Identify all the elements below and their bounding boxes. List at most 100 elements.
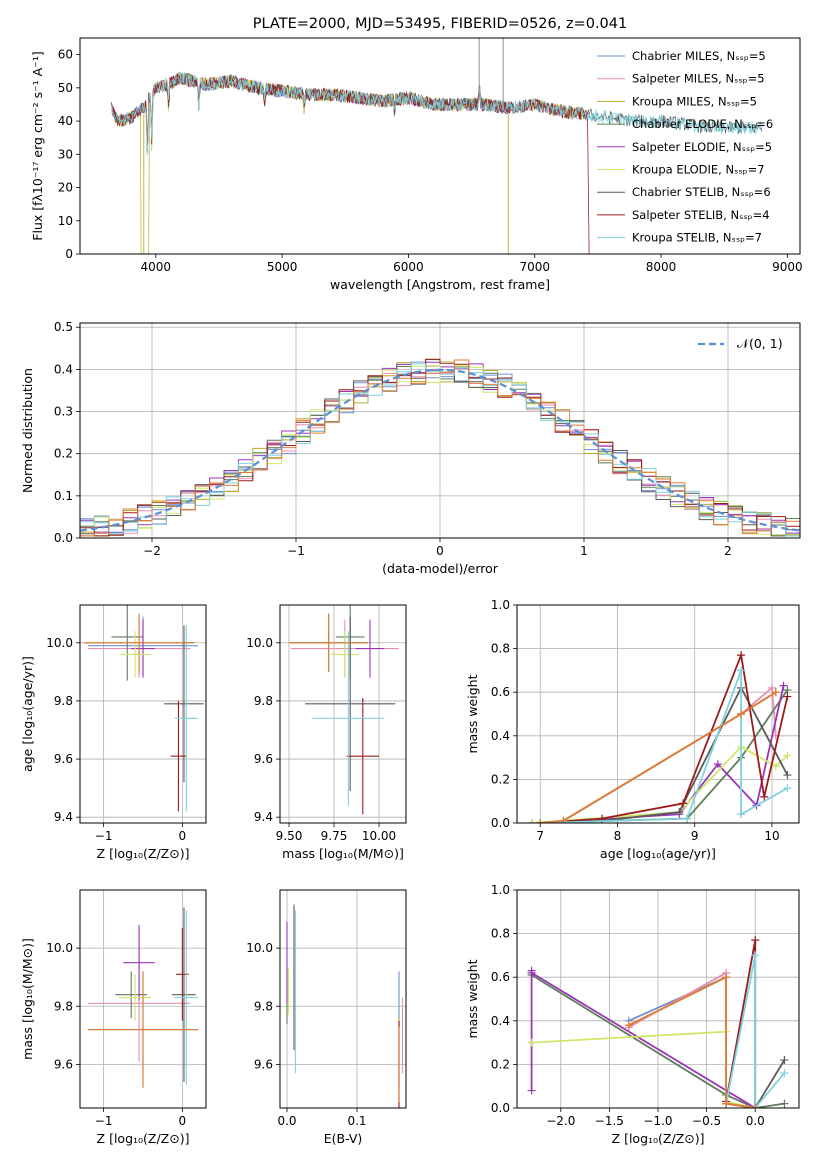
plot-area: [111, 38, 763, 254]
x-tick-label: 7000: [519, 260, 550, 274]
marker-kroupa_stelib: [751, 951, 760, 960]
errorbar-chabrier_elodie: [111, 605, 143, 681]
marker-salpeter_stelib: [751, 936, 760, 945]
axes-frame: [516, 889, 800, 1109]
y-tick-label: 0: [65, 247, 73, 261]
x-tick-label: 5000: [267, 260, 298, 274]
axes-frame: [516, 604, 800, 824]
marker-kroupa_elodie: [771, 762, 780, 771]
plot-area: [87, 907, 199, 1088]
y-tick-label: 9.6: [54, 1057, 73, 1071]
plot-area: [289, 605, 399, 815]
legend-label-chabrier_miles: Chabrier MILES, Nₛₛₚ=5: [632, 49, 766, 63]
series-line-chabrier_elodie: [531, 974, 785, 1108]
x-tick-label: −1: [95, 829, 113, 843]
x-tick-label: 8000: [646, 260, 677, 274]
marker-kroupa_elodie: [528, 819, 537, 823]
y-tick-label: 0.8: [491, 642, 510, 656]
panel-spectrum: 4000 5000 6000 7000 8000 9000 0 10 20 30 40 50 60 wav…: [30, 16, 803, 292]
plot-area: [528, 651, 792, 823]
marker-salpeter_miles: [767, 683, 776, 692]
series-line-extra_orange: [628, 975, 756, 1108]
x-tick-label: −1.0: [643, 1114, 672, 1128]
marker-kroupa_elodie: [527, 1038, 536, 1047]
y-tick-label: 10.0: [46, 636, 73, 650]
y-tick-label: 9.4: [54, 810, 73, 824]
y-tick-label: 0.3: [54, 405, 73, 419]
series-line-salpeter_elodie: [530, 970, 756, 1108]
y-tick-label: 1.0: [491, 883, 510, 897]
errorbar-chabrier_stelib: [305, 616, 396, 792]
y-tick-label: 0.0: [54, 531, 73, 545]
legend-label-kroupa_miles: Kroupa MILES, Nₛₛₚ=5: [632, 94, 757, 108]
y-axis-label: mass weight: [465, 674, 480, 753]
x-axis-label: Z [log₁₀(Z/Z⊙)]: [97, 846, 190, 861]
x-tick-label: 0.0: [746, 1114, 765, 1128]
y-axis-label: Normed distribution: [20, 368, 35, 493]
axes-frame: [79, 37, 801, 255]
y-tick-label: 0.5: [54, 320, 73, 334]
x-tick-label: −2.0: [546, 1114, 575, 1128]
marker-salpeter_elodie: [527, 1086, 536, 1095]
x-tick-label: −0.5: [692, 1114, 721, 1128]
marker-salpeter_stelib: [783, 692, 792, 701]
marker-kroupa_stelib: [783, 784, 792, 793]
y-axis-label: Flux [fλ10⁻¹⁷ erg cm⁻² s⁻¹ A⁻¹]: [30, 51, 45, 240]
marker-extra_orange: [737, 710, 746, 718]
x-axis-label: (data-model)/error: [382, 561, 499, 576]
axes-frame: [79, 604, 207, 824]
panel-mass_vs_Z: −1 0 9.6 9.8 10.0 Z [log₁₀(Z/Z⊙)] mass [log₁₀(…: [20, 889, 207, 1146]
x-tick-label: 9.75: [321, 829, 348, 843]
series-line-kroupa_stelib: [111, 71, 763, 156]
series-line-salpeter_elodie: [532, 685, 785, 823]
marker-chabrier_elodie: [780, 1099, 789, 1108]
errorbar-extra_orange: [87, 971, 199, 1088]
series-line-salpeter_stelib: [540, 651, 789, 823]
y-tick-label: 0.4: [491, 729, 510, 743]
panel-mass_vs_ebv: 0.0 0.1 9.6 9.8 10.0 E(B-V): [246, 889, 407, 1146]
errorbar-kroupa_elodie: [330, 631, 360, 678]
histogram-extra_orange: [80, 359, 800, 537]
legend-label-chabrier_elodie: Chabrier ELODIE, Nₛₛₚ=6: [632, 117, 773, 131]
marker-kroupa_stelib: [780, 1069, 789, 1078]
y-tick-label: 60: [58, 48, 73, 62]
y-tick-label: 9.8: [54, 999, 73, 1013]
marker-salpeter_elodie: [779, 681, 788, 690]
errorbar-chabrier_stelib: [172, 907, 196, 1082]
y-tick-label: 0.6: [491, 685, 510, 699]
x-tick-label: 9.50: [276, 829, 303, 843]
errorbar-salpeter_elodie: [355, 619, 385, 678]
y-tick-label: 0.2: [491, 1057, 510, 1071]
histogram-salpeter_stelib: [80, 358, 800, 537]
errorbar-chabrier_elodie: [115, 971, 147, 1018]
marker-chabrier_stelib: [675, 808, 684, 817]
y-tick-label: 9.6: [254, 752, 273, 766]
marker-kroupa_elodie: [783, 751, 792, 760]
x-tick-label: 7: [536, 829, 544, 843]
y-tick-label: 0.4: [54, 362, 73, 376]
series-line-kroupa_stelib: [725, 955, 786, 1108]
y-tick-label: 10.0: [46, 941, 73, 955]
marker-salpeter_stelib: [760, 792, 769, 801]
marker-extra_orange: [722, 973, 731, 982]
x-tick-label: 0.0: [277, 1114, 296, 1128]
y-tick-label: 0.4: [491, 1014, 510, 1028]
marker-extra_orange: [536, 819, 545, 823]
marker-kroupa_stelib: [737, 666, 746, 675]
series-line-extra_orange: [540, 691, 777, 823]
axes-frame: [79, 889, 207, 1109]
x-tick-label: −1.5: [595, 1114, 624, 1128]
y-tick-label: 10: [58, 214, 73, 228]
chart-title: PLATE=2000, MJD=53495, FIBERID=0526, z=0…: [253, 16, 627, 32]
y-tick-label: 0.2: [54, 447, 73, 461]
y-tick-label: 9.6: [54, 752, 73, 766]
x-tick-label: 2: [724, 544, 732, 558]
x-tick-label: 1: [580, 544, 588, 558]
marker-salpeter_elodie: [713, 760, 722, 769]
panel-weight_vs_age: 7 8 9 10 0.0 0.2 0.4 0.6 0.8 1.0 age [log₁₀(age/yr…: [465, 598, 800, 861]
x-tick-label: 8: [614, 829, 622, 843]
legend-label-kroupa_elodie: Kroupa ELODIE, Nₛₛₚ=7: [632, 163, 765, 177]
marker-extra_orange: [722, 1099, 731, 1108]
x-axis-label: E(B-V): [324, 1131, 363, 1146]
